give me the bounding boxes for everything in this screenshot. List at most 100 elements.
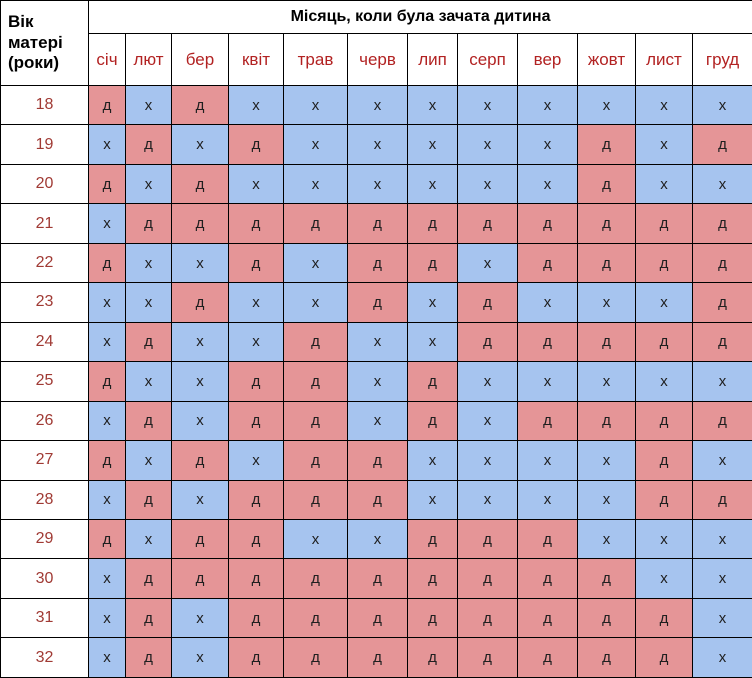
month-header-2: лют	[125, 33, 172, 86]
cell-age31-month12: х	[691, 597, 752, 639]
table-row-age-22: 22 д х х д х д д х д д д д	[0, 242, 752, 284]
cell-age21-month5: д	[283, 203, 348, 244]
cell-age18-month6: х	[347, 84, 408, 126]
age-label-26: 26	[0, 400, 89, 442]
cell-age23-month7: х	[407, 282, 458, 323]
cell-age23-month4: х	[228, 282, 284, 323]
cell-age27-month1: д	[88, 440, 126, 481]
table-row-age-30: 30 х д д д д д д д д д х х	[0, 558, 752, 599]
age-label-31: 31	[0, 597, 89, 639]
cell-age29-month5: х	[283, 518, 348, 560]
cell-age26-month11: д	[635, 400, 693, 442]
month-header-7: лип	[407, 33, 458, 86]
month-header-9: вер	[517, 33, 578, 86]
cell-age29-month10: х	[577, 518, 636, 560]
cell-age25-month6: х	[347, 361, 408, 402]
cell-age18-month5: х	[283, 84, 348, 126]
cell-age25-month11: х	[635, 361, 693, 402]
cell-age24-month7: х	[407, 321, 458, 363]
cell-age30-month8: д	[457, 558, 518, 599]
table-row-age-23: 23 х х д х х д х д х х х д	[0, 282, 752, 323]
month-header-3: бер	[171, 33, 229, 86]
cell-age30-month4: д	[228, 558, 284, 599]
table-row-age-21: 21 х д д д д д д д д д д д	[0, 203, 752, 244]
cell-age28-month7: х	[407, 479, 458, 520]
cell-age32-month12: х	[691, 637, 752, 678]
table-row-age-31: 31 х д х д д д д д д д д х	[0, 597, 752, 639]
cell-age32-month4: д	[228, 637, 284, 678]
cell-age25-month10: х	[577, 361, 636, 402]
cell-age21-month1: х	[88, 203, 126, 244]
cell-age18-month3: д	[171, 84, 229, 126]
cell-age25-month4: д	[228, 361, 284, 402]
cell-age30-month9: д	[517, 558, 578, 599]
table-row-age-27: 27 д х д х д д х х х х д х	[0, 440, 752, 481]
cell-age19-month3: х	[171, 124, 229, 165]
cell-age18-month4: х	[228, 84, 284, 126]
age-label-20: 20	[0, 163, 89, 205]
cell-age25-month5: д	[283, 361, 348, 402]
cell-age29-month3: д	[171, 518, 229, 560]
cell-age24-month11: д	[635, 321, 693, 363]
cell-age21-month3: д	[171, 203, 229, 244]
cell-age29-month12: х	[691, 518, 752, 560]
cell-age19-month10: д	[577, 124, 636, 165]
cell-age27-month7: х	[407, 440, 458, 481]
cell-age32-month3: х	[171, 637, 229, 678]
month-header-6: черв	[347, 33, 408, 86]
cell-age26-month8: х	[457, 400, 518, 442]
cell-age25-month1: д	[88, 361, 126, 402]
cell-age21-month10: д	[577, 203, 636, 244]
cell-age26-month12: д	[691, 400, 752, 442]
cell-age31-month9: д	[517, 597, 578, 639]
month-header-row: січ лют бер квіт трав черв лип серп вер жовт лист г…	[1, 33, 752, 86]
cell-age25-month2: х	[125, 361, 172, 402]
cell-age18-month11: х	[635, 84, 693, 126]
cell-age27-month11: д	[635, 440, 693, 481]
cell-age19-month9: х	[517, 124, 578, 165]
cell-age30-month12: х	[691, 558, 752, 599]
table-row-age-24: 24 х д х х д х х д д д д д	[0, 321, 752, 363]
table-row-age-32: 32 х д х д д д д д д д д х	[0, 637, 752, 678]
cell-age30-month5: д	[283, 558, 348, 599]
age-label-27: 27	[0, 440, 89, 481]
cell-age29-month9: д	[517, 518, 578, 560]
cell-age22-month12: д	[691, 242, 752, 284]
age-label-22: 22	[0, 242, 89, 284]
title-row: Вік матері (роки) Місяць, коли була зача…	[0, 0, 752, 86]
cell-age23-month10: х	[577, 282, 636, 323]
cell-age32-month6: д	[347, 637, 408, 678]
cell-age28-month3: х	[171, 479, 229, 520]
cell-age22-month4: д	[228, 242, 284, 284]
cell-age26-month1: х	[88, 400, 126, 442]
age-label-30: 30	[0, 558, 89, 599]
cell-age26-month10: д	[577, 400, 636, 442]
cell-age27-month12: х	[691, 440, 752, 481]
cell-age28-month10: х	[577, 479, 636, 520]
cell-age21-month12: д	[691, 203, 752, 244]
cell-age23-month3: д	[171, 282, 229, 323]
cell-age26-month6: х	[347, 400, 408, 442]
cell-age29-month8: д	[457, 518, 518, 560]
cell-age20-month1: д	[88, 163, 126, 205]
cell-age32-month5: д	[283, 637, 348, 678]
cell-age18-month2: х	[125, 84, 172, 126]
cell-age28-month4: д	[228, 479, 284, 520]
cell-age27-month10: х	[577, 440, 636, 481]
cell-age22-month8: х	[457, 242, 518, 284]
cell-age24-month1: х	[88, 321, 126, 363]
cell-age27-month3: д	[171, 440, 229, 481]
age-label-21: 21	[0, 203, 89, 244]
cell-age18-month9: х	[517, 84, 578, 126]
cell-age19-month8: х	[457, 124, 518, 165]
cell-age30-month11: х	[635, 558, 693, 599]
cell-age18-month1: д	[88, 84, 126, 126]
cell-age32-month9: д	[517, 637, 578, 678]
cell-age25-month12: х	[691, 361, 752, 402]
cell-age23-month12: д	[691, 282, 752, 323]
age-label-28: 28	[0, 479, 89, 520]
cell-age19-month1: х	[88, 124, 126, 165]
cell-age30-month2: д	[125, 558, 172, 599]
cell-age24-month2: д	[125, 321, 172, 363]
cell-age31-month1: х	[88, 597, 126, 639]
